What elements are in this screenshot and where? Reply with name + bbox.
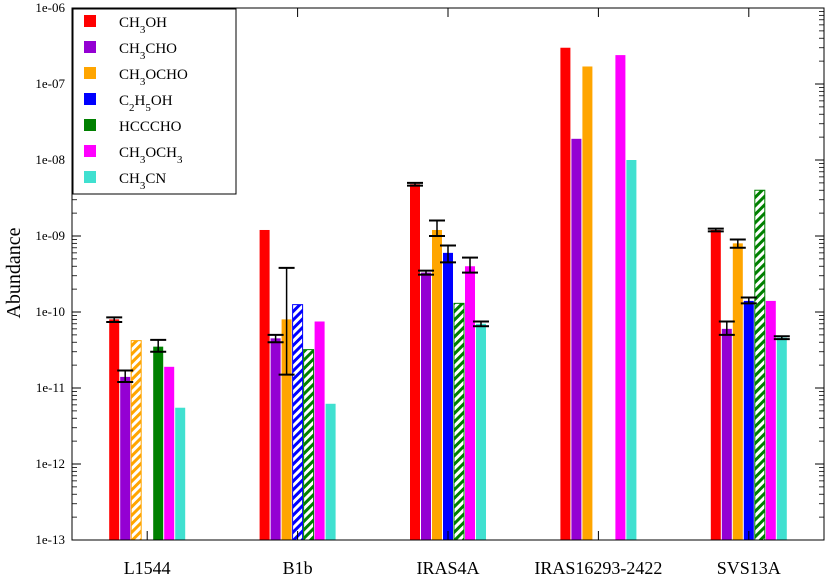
bar-CH3OCHO-SVS13A — [732, 243, 743, 540]
y-tick-label: 1e-08 — [35, 152, 65, 167]
y-axis-title: Abundance — [3, 227, 25, 318]
legend-swatch-CH3CHO — [84, 41, 96, 53]
bar-C2H5OH-IRAS4A — [443, 252, 453, 540]
bar-CH3OH-IRAS16293-2422 — [560, 47, 571, 541]
bar-CH3OH-IRAS4A — [410, 184, 420, 541]
bar-CH3OCH3-L1544 — [164, 366, 175, 540]
y-tick-label: 1e-10 — [35, 304, 65, 319]
bar-CH3OH-L1544 — [109, 319, 120, 540]
bar-CH3OCH3-SVS13A — [765, 300, 776, 540]
bar-HCCCHO-L1544 — [153, 346, 164, 540]
bar-CH3CHO-IRAS4A — [421, 272, 431, 540]
x-tick-label: SVS13A — [717, 558, 781, 578]
legend-label-CH3OCH3: CH3OCH3 — [119, 145, 183, 166]
legend-label-HCCCHO: HCCCHO — [119, 119, 182, 135]
bar-CH3OCH3-IRAS16293-2422 — [615, 55, 626, 541]
legend-label-CH3CN: CH3CN — [119, 171, 166, 192]
x-tick-label: IRAS16293-2422 — [534, 558, 662, 578]
bar-CH3CN-IRAS4A — [476, 323, 486, 540]
legend-label-CH3OCHO: CH3OCHO — [119, 67, 188, 88]
y-tick-label: 1e-12 — [35, 456, 65, 471]
bar-CH3OCH3-IRAS4A — [465, 266, 475, 540]
bar-HCCCHO-B1b — [303, 349, 315, 541]
bar-CH3CN-B1b — [325, 403, 336, 540]
legend: CH3OH CH3CHO CH3OCHO C2H5OH HCCCHO CH3OCH3 CH3… — [72, 8, 237, 195]
bar-CH3CHO-L1544 — [120, 376, 131, 540]
bar-C2H5OH-B1b — [292, 304, 304, 541]
legend-label-CH3CHO: CH3CHO — [119, 41, 177, 62]
bar-CH3OCHO-IRAS16293-2422 — [582, 66, 593, 540]
bar-CH3OH-B1b — [259, 229, 270, 540]
bar-HCCCHO-SVS13A — [754, 189, 766, 541]
bar-CH3OCHO-B1b — [281, 319, 292, 540]
bar-CH3CHO-B1b — [270, 338, 281, 540]
y-tick-label: 1e-07 — [35, 76, 65, 91]
legend-swatch-HCCCHO — [84, 119, 96, 131]
legend-swatch-CH3OCHO — [84, 67, 96, 79]
legend-box — [72, 8, 237, 195]
legend-swatch-CH3OH — [84, 15, 96, 27]
legend-swatch-CH3OCH3 — [84, 145, 96, 157]
bar-C2H5OH-SVS13A — [743, 300, 754, 540]
bar-CH3CHO-SVS13A — [721, 328, 732, 540]
y-tick-label: 1e-13 — [35, 532, 65, 547]
y-tick-label: 1e-09 — [35, 228, 65, 243]
legend-swatch-CH3CN — [84, 171, 96, 183]
x-tick-label: B1b — [283, 558, 313, 578]
bar-CH3OCH3-B1b — [314, 321, 325, 540]
y-tick-label: 1e-06 — [35, 0, 65, 15]
x-tick-label: IRAS4A — [416, 558, 479, 578]
legend-label-CH3OH: CH3OH — [119, 15, 167, 36]
x-tick-label: L1544 — [124, 558, 171, 578]
error-bars-layer — [106, 181, 790, 383]
bar-CH3OCHO-IRAS4A — [432, 229, 442, 540]
legend-label-C2H5OH: C2H5OH — [119, 93, 173, 114]
bar-CH3CN-L1544 — [175, 407, 186, 540]
bar-CH3CN-IRAS16293-2422 — [626, 160, 637, 540]
bar-CH3OH-SVS13A — [710, 229, 721, 540]
bar-HCCCHO-IRAS4A — [453, 302, 465, 541]
legend-swatch-C2H5OH — [84, 93, 96, 105]
y-tick-label: 1e-11 — [36, 380, 65, 395]
tick-layer: 1e-13 1e-12 1e-11 1e-10 1e-09 1e-08 1e-07 1e-06… — [35, 0, 824, 578]
bars-layer — [109, 47, 787, 541]
bar-CH3CN-SVS13A — [776, 337, 787, 540]
bar-CH3CHO-IRAS16293-2422 — [571, 138, 582, 540]
